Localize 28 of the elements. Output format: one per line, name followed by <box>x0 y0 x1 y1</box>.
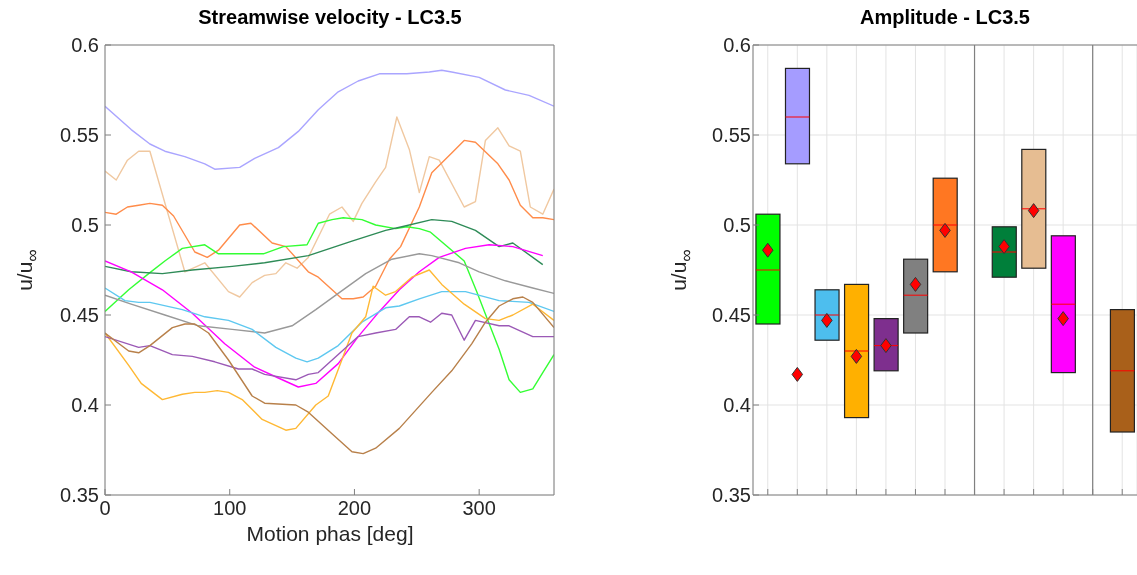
y-tick-label: 0.45 <box>60 304 99 327</box>
line-series <box>105 69 554 170</box>
y-tick-label: 0.6 <box>723 34 751 57</box>
line-series <box>105 217 554 394</box>
y-tick-label: 0.55 <box>712 124 751 147</box>
chart-title: Amplitude - LC3.5 <box>859 6 1031 29</box>
y-tick-label: 0.35 <box>712 484 751 507</box>
y-tick-label: 0.35 <box>60 484 99 507</box>
y-tick-label: 0.45 <box>712 304 751 327</box>
x-tick-label: 0 <box>99 497 111 520</box>
line-series <box>105 296 554 455</box>
line-series <box>105 312 554 381</box>
y-tick-label: 0.4 <box>71 394 99 417</box>
y-tick-label: 0.55 <box>60 124 99 147</box>
x-tick-label: 200 <box>337 497 372 520</box>
y-tick-label: 0.5 <box>71 214 99 237</box>
line-series <box>105 253 554 334</box>
line-series <box>105 287 554 363</box>
chart-title: Streamwise velocity - LC3.5 <box>197 6 463 29</box>
y-tick-label: 0.5 <box>723 214 751 237</box>
y-tick-label: 0.4 <box>723 394 751 417</box>
x-axis-title: Motion phas [deg] <box>245 522 415 546</box>
x-tick-label: 100 <box>213 497 247 520</box>
x-tick-label: 300 <box>462 497 496 520</box>
line-series <box>105 269 554 431</box>
line-series <box>105 244 544 388</box>
line-series <box>105 218 544 275</box>
y-tick-label: 0.6 <box>71 34 99 57</box>
